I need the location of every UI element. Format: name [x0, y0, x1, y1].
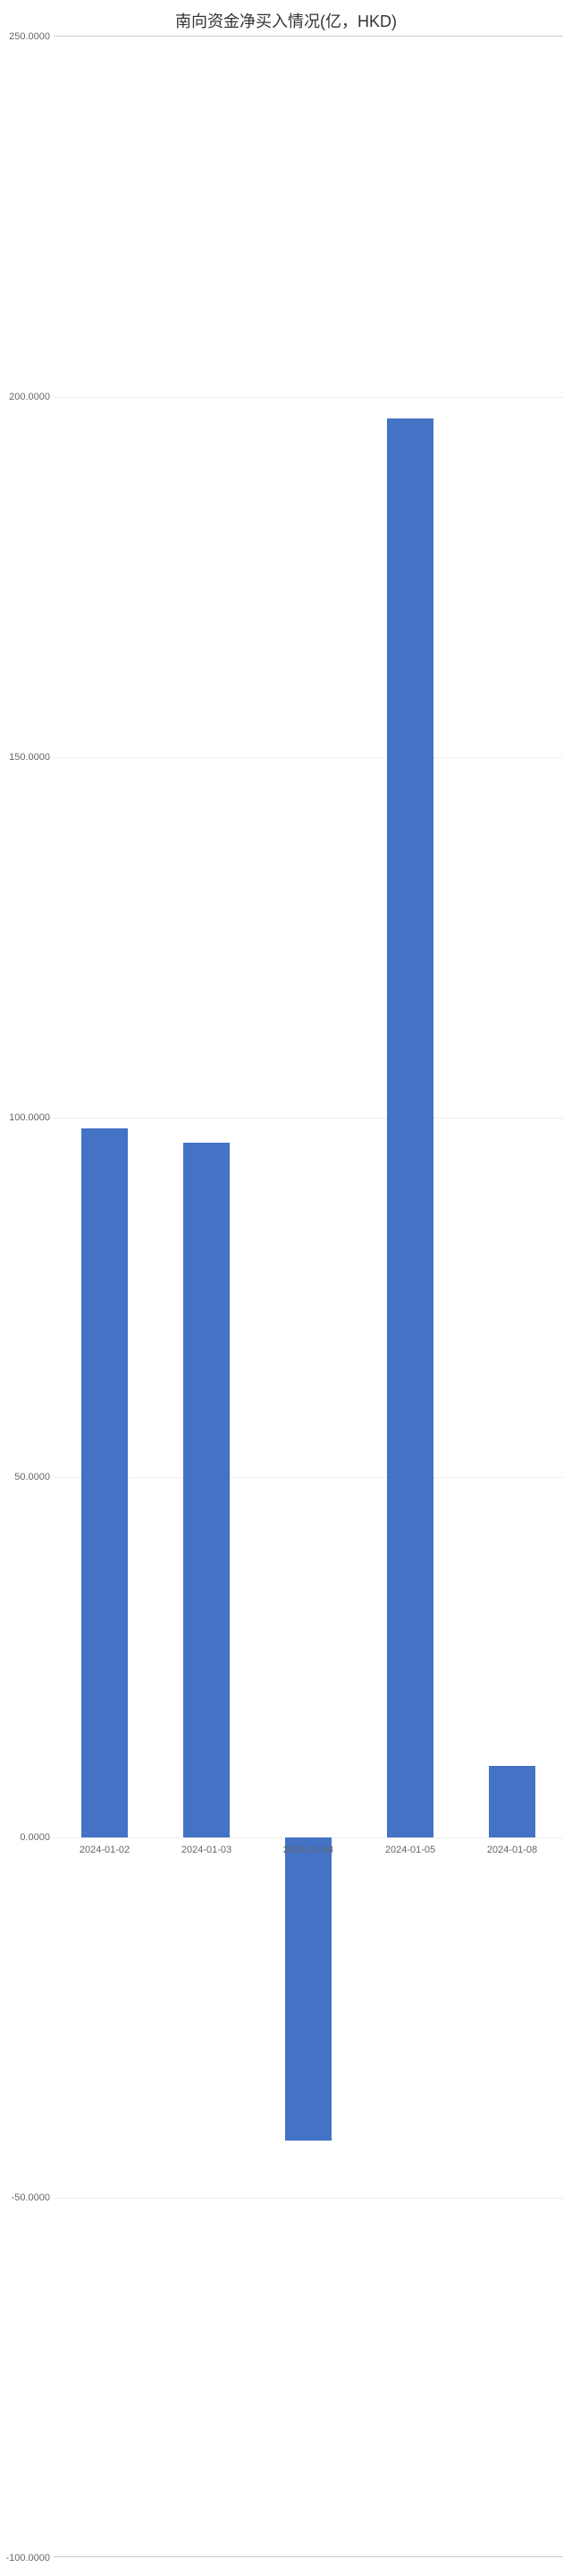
- y-axis-label: 50.0000: [14, 1472, 50, 1482]
- bar: [489, 1766, 534, 1838]
- grid-line: [54, 1118, 563, 1119]
- y-axis-label: -50.0000: [12, 2192, 50, 2203]
- chart-title: 南向资金净买入情况(亿，HKD): [0, 9, 572, 32]
- y-axis-label: 0.0000: [20, 1832, 50, 1843]
- grid-line: [54, 2198, 563, 2199]
- x-axis-label: 2024-01-02: [80, 1845, 130, 1855]
- y-axis-label: 250.0000: [9, 31, 50, 42]
- y-axis-label: 100.0000: [9, 1112, 50, 1123]
- y-axis-label: -100.0000: [5, 2553, 50, 2563]
- bar: [81, 1128, 127, 1838]
- grid-line: [54, 1477, 563, 1478]
- bar: [387, 418, 433, 1837]
- x-axis-label: 2024-01-08: [487, 1845, 537, 1855]
- chart-container: 南向资金净买入情况(亿，HKD) -100.0000-50.00000.0000…: [0, 0, 572, 2576]
- plot-area: -100.0000-50.00000.000050.0000100.000015…: [54, 36, 563, 2557]
- grid-line: [54, 397, 563, 398]
- bar: [183, 1143, 229, 1838]
- grid-line: [54, 757, 563, 758]
- bar: [285, 1837, 331, 2140]
- x-axis-label: 2024-01-04: [283, 1845, 333, 1855]
- x-axis-label: 2024-01-05: [385, 1845, 435, 1855]
- y-axis-label: 150.0000: [9, 752, 50, 763]
- x-axis-label: 2024-01-03: [181, 1845, 231, 1855]
- y-axis-label: 200.0000: [9, 392, 50, 402]
